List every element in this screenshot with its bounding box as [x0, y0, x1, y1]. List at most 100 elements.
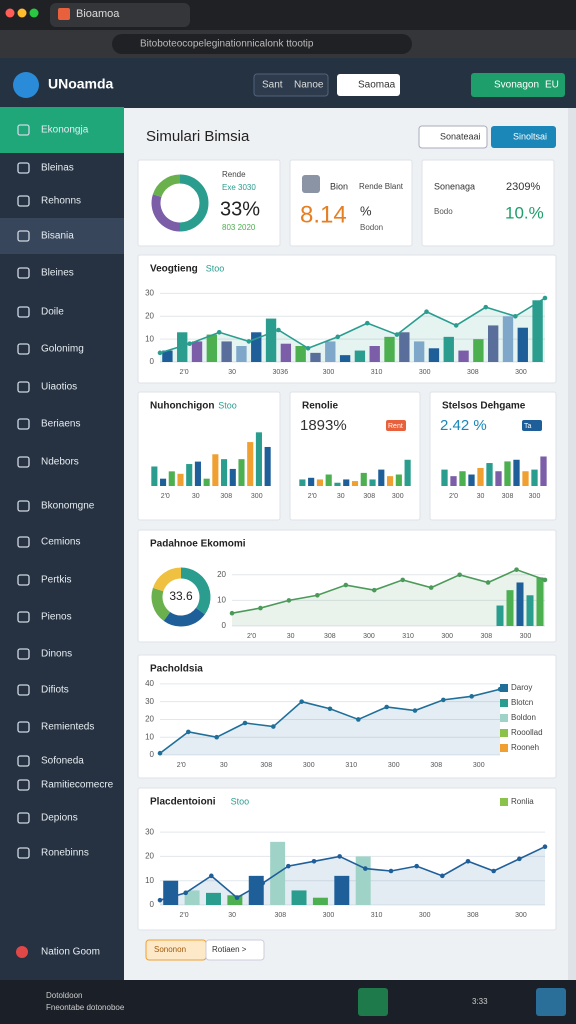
point: [469, 694, 474, 699]
x-tick-label: 2'0: [180, 369, 189, 376]
action-chip-text[interactable]: Rotiaen >: [212, 945, 247, 954]
sidebar-item[interactable]: Difiots: [41, 685, 69, 696]
sidebar-item[interactable]: Pienos: [41, 612, 72, 623]
badge-text: Rent: [388, 423, 403, 430]
search-text[interactable]: Saomaa: [358, 80, 396, 91]
kpi-text: Sonenaga: [434, 181, 475, 191]
sidebar-footer[interactable]: Nation Goom: [41, 947, 100, 958]
x-tick-label: 308: [274, 912, 286, 919]
x-tick-label: 300: [473, 762, 485, 769]
point: [276, 327, 281, 333]
x-tick-label: 310: [345, 762, 357, 769]
sidebar-item[interactable]: Doile: [41, 307, 64, 318]
scrollbar: [568, 108, 576, 980]
bar: [531, 469, 538, 486]
bar: [177, 473, 184, 486]
legend-swatch: [500, 798, 508, 806]
sidebar-item[interactable]: Bleinas: [41, 163, 74, 174]
chart-title: Placdentoioni: [150, 797, 216, 808]
bar: [355, 856, 371, 905]
bar: [473, 339, 484, 362]
action-text[interactable]: Svonagon: [494, 80, 539, 91]
x-tick-label: 3036: [273, 369, 289, 376]
point: [299, 699, 304, 704]
sidebar-item[interactable]: Bkonomgne: [41, 501, 95, 512]
point: [258, 605, 263, 611]
sidebar-item[interactable]: Beriaens: [41, 419, 80, 430]
sidebar-item[interactable]: Depions: [41, 813, 78, 824]
taskbar-app: [358, 988, 388, 1016]
sidebar-icon: [17, 124, 30, 136]
tab: [50, 3, 190, 27]
y-tick-label: 10: [145, 876, 154, 885]
bar: [160, 478, 167, 486]
point: [371, 587, 377, 593]
sidebar-icon: [17, 574, 30, 586]
sidebar-item[interactable]: Pertkis: [41, 575, 72, 586]
page-button-text[interactable]: Sinoltsai: [513, 131, 547, 141]
bar: [221, 341, 232, 362]
sidebar-item[interactable]: Golonimg: [41, 344, 84, 355]
x-tick-label: 300: [251, 493, 263, 500]
kpi-text: 803 2020: [222, 223, 256, 232]
y-tick-label: 0: [222, 621, 227, 630]
legend-item: Rooneh: [511, 743, 539, 752]
point: [305, 345, 311, 351]
sidebar-item[interactable]: Dinons: [41, 649, 72, 660]
kpi-text: %: [360, 203, 372, 218]
kpi-text: Bodon: [360, 223, 383, 232]
point: [216, 329, 222, 335]
point: [542, 844, 548, 850]
header-button[interactable]: Sant: [262, 80, 283, 91]
sidebar-item[interactable]: Ekonongja: [41, 125, 89, 136]
bar: [236, 346, 247, 362]
sidebar-icon: [17, 611, 30, 623]
bar: [191, 341, 203, 362]
sidebar-item[interactable]: Bisania: [41, 231, 74, 242]
y-tick-label: 40: [145, 679, 154, 688]
search-box: [337, 74, 400, 96]
point: [337, 854, 342, 859]
header-button[interactable]: Nanoe: [294, 80, 324, 91]
sidebar-item[interactable]: Bleines: [41, 268, 74, 279]
bar: [351, 481, 359, 486]
chart-tag: Stoo: [206, 263, 225, 273]
bar: [516, 582, 524, 626]
sidebar-item[interactable]: Sofoneda: [41, 756, 84, 767]
point: [440, 873, 445, 879]
x-tick-label: 2'0: [449, 493, 458, 500]
bar: [513, 459, 520, 486]
donut-segment: [151, 194, 181, 232]
bar: [251, 332, 262, 362]
sidebar-item[interactable]: Ndebors: [41, 457, 79, 468]
tab-icon: [58, 8, 70, 20]
chart-big-value: 2.42 %: [440, 417, 487, 434]
sidebar-item[interactable]: Rehonns: [41, 196, 81, 207]
bar: [316, 479, 323, 486]
card: [137, 787, 557, 931]
bar: [459, 471, 466, 486]
x-tick-label: 30: [287, 633, 295, 640]
sidebar-item[interactable]: Cemions: [41, 537, 80, 548]
sidebar-item[interactable]: Ronebinns: [41, 848, 89, 859]
y-tick-label: 20: [145, 311, 154, 320]
sidebar-item[interactable]: Ramitiecomecre: [41, 780, 114, 791]
window-dot: [5, 8, 15, 18]
sidebar-item[interactable]: Remienteds: [41, 722, 94, 733]
tab-title: Bioamoa: [76, 8, 120, 20]
sidebar-item[interactable]: Uiaotios: [41, 382, 77, 393]
point: [428, 585, 434, 590]
x-tick-label: 300: [303, 762, 315, 769]
x-tick-label: 300: [363, 633, 375, 640]
page-button-text[interactable]: Sonateaai: [440, 131, 481, 141]
bar: [441, 469, 448, 486]
x-tick-label: 308: [430, 762, 442, 769]
x-tick-label: 310: [402, 633, 414, 640]
x-tick-label: 300: [323, 369, 335, 376]
card: [421, 159, 555, 247]
x-tick-label: 308: [324, 633, 336, 640]
bar: [295, 346, 306, 362]
legend-item: Ronlia: [511, 797, 534, 806]
action-chip-text[interactable]: Sononon: [154, 945, 186, 954]
point: [186, 729, 191, 735]
